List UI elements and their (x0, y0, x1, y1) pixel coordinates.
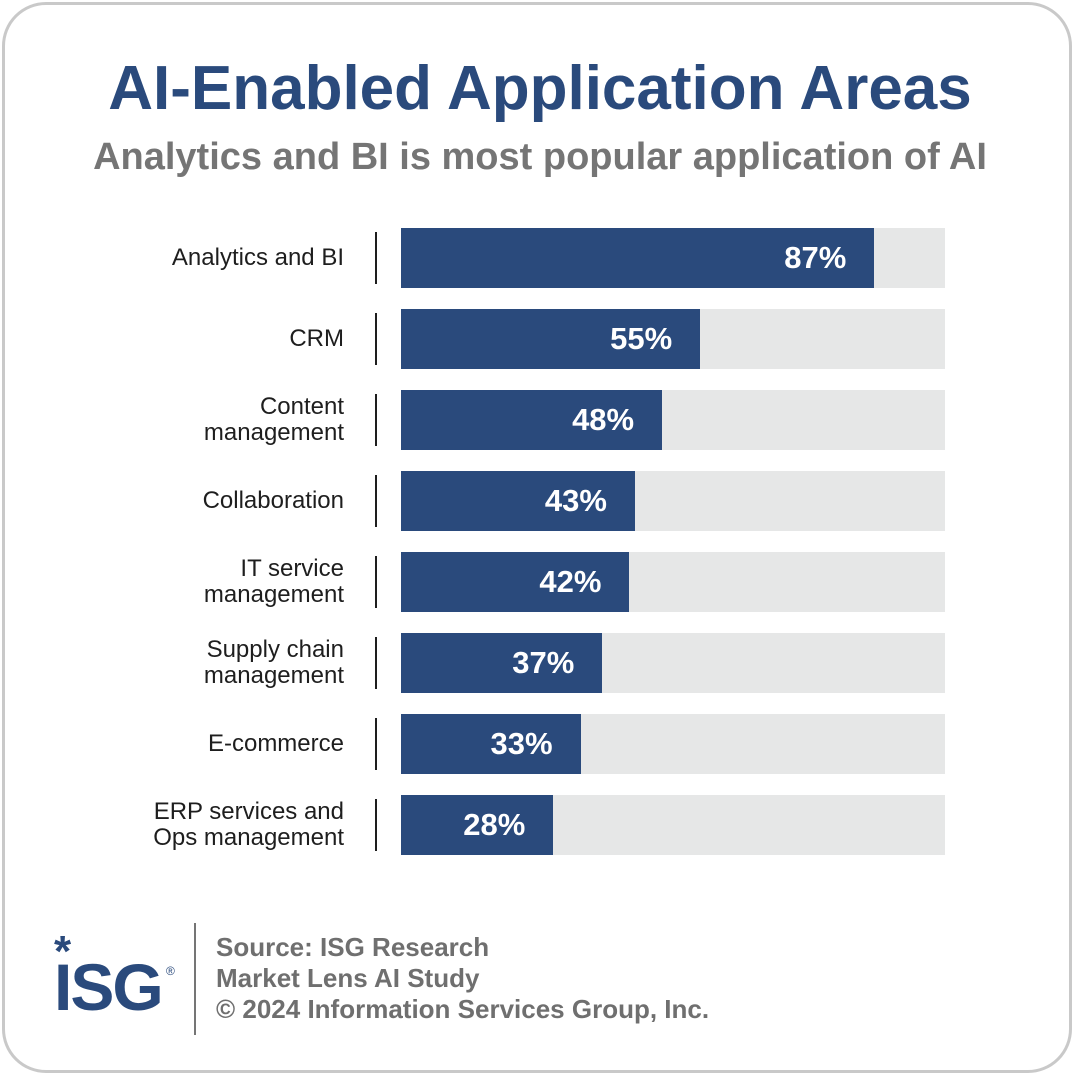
footer-divider (194, 923, 196, 1035)
isg-logo: * ISG ® (54, 930, 184, 1024)
registered-mark: ® (166, 964, 175, 978)
source-line-2: Market Lens AI Study (216, 963, 480, 993)
chart-title: AI-Enabled Application Areas (108, 54, 972, 123)
logo-wordmark: ISG (54, 950, 164, 1024)
source-line-1: Source: ISG Research (216, 932, 490, 962)
logo-star-icon: * (54, 927, 72, 976)
copyright-line: © 2024 Information Services Group, Inc. (216, 994, 710, 1024)
chart-subtitle: Analytics and BI is most popular applica… (93, 136, 987, 178)
